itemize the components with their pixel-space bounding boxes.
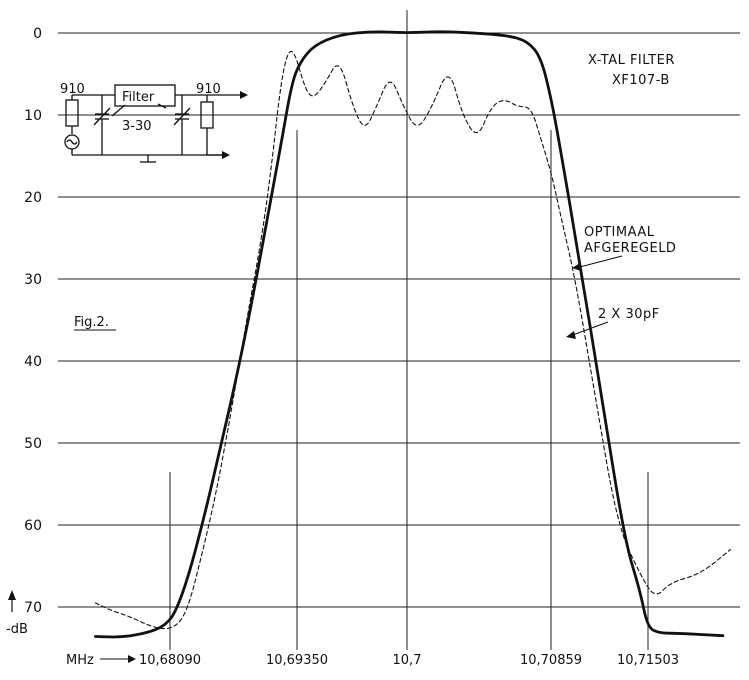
x-unit-arrowhead xyxy=(128,655,136,663)
annotation-2x30pf-pointer xyxy=(569,321,609,337)
inset-left-resistor-label: 910 xyxy=(60,82,85,97)
inset-circuit xyxy=(64,84,248,163)
inset-right-resistor-label: 910 xyxy=(196,82,221,97)
chart-subtitle: XF107-B xyxy=(612,73,670,88)
annotation-2x30pf-arrowhead xyxy=(566,331,576,339)
y-tick-label: 0 xyxy=(33,26,42,42)
annotation-2x30pf: 2 X 30pF xyxy=(598,307,660,322)
annotation-afgeregeld: AFGEREGELD xyxy=(584,241,676,256)
x-tick-label: 10,68090 xyxy=(139,653,201,668)
x-unit-label: MHz xyxy=(66,653,94,668)
annotation-optimaal-arrowhead xyxy=(572,263,581,271)
figure-label: Fig.2. xyxy=(74,315,109,330)
x-tick-label: 10,70859 xyxy=(520,653,582,668)
series-line-2x30pf xyxy=(94,50,731,630)
y-axis-ticks: 0 10 20 30 40 50 60 70 xyxy=(24,26,42,616)
x-tick-label: 10,71503 xyxy=(617,653,679,668)
y-tick-label: 50 xyxy=(24,436,42,452)
y-tick-label: 10 xyxy=(24,108,42,124)
x-axis-ticks: 10,68090 10,69350 10,7 10,70859 10,71503 xyxy=(139,653,679,668)
y-unit-label: -dB xyxy=(6,622,28,637)
y-unit-arrowhead xyxy=(8,590,16,600)
y-tick-label: 40 xyxy=(24,354,42,370)
y-tick-label: 60 xyxy=(24,518,42,534)
y-tick-label: 30 xyxy=(24,272,42,288)
y-tick-label: 70 xyxy=(24,600,42,616)
inset-filter-label: Filter xyxy=(122,90,155,105)
chart-series xyxy=(94,30,731,639)
annotation-optimaal-pointer xyxy=(575,255,623,269)
series-line-optimaal xyxy=(94,30,725,639)
inset-trimmer-label: 3-30 xyxy=(122,119,152,134)
y-tick-label: 20 xyxy=(24,190,42,206)
left-resistor xyxy=(65,99,79,127)
annotation-optimaal: OPTIMAAL xyxy=(584,225,655,240)
chart-title: X-TAL FILTER xyxy=(588,53,675,68)
filter-block xyxy=(114,84,176,107)
chart-grid xyxy=(58,10,740,650)
x-tick-label: 10,7 xyxy=(393,653,422,668)
x-tick-label: 10,69350 xyxy=(266,653,328,668)
